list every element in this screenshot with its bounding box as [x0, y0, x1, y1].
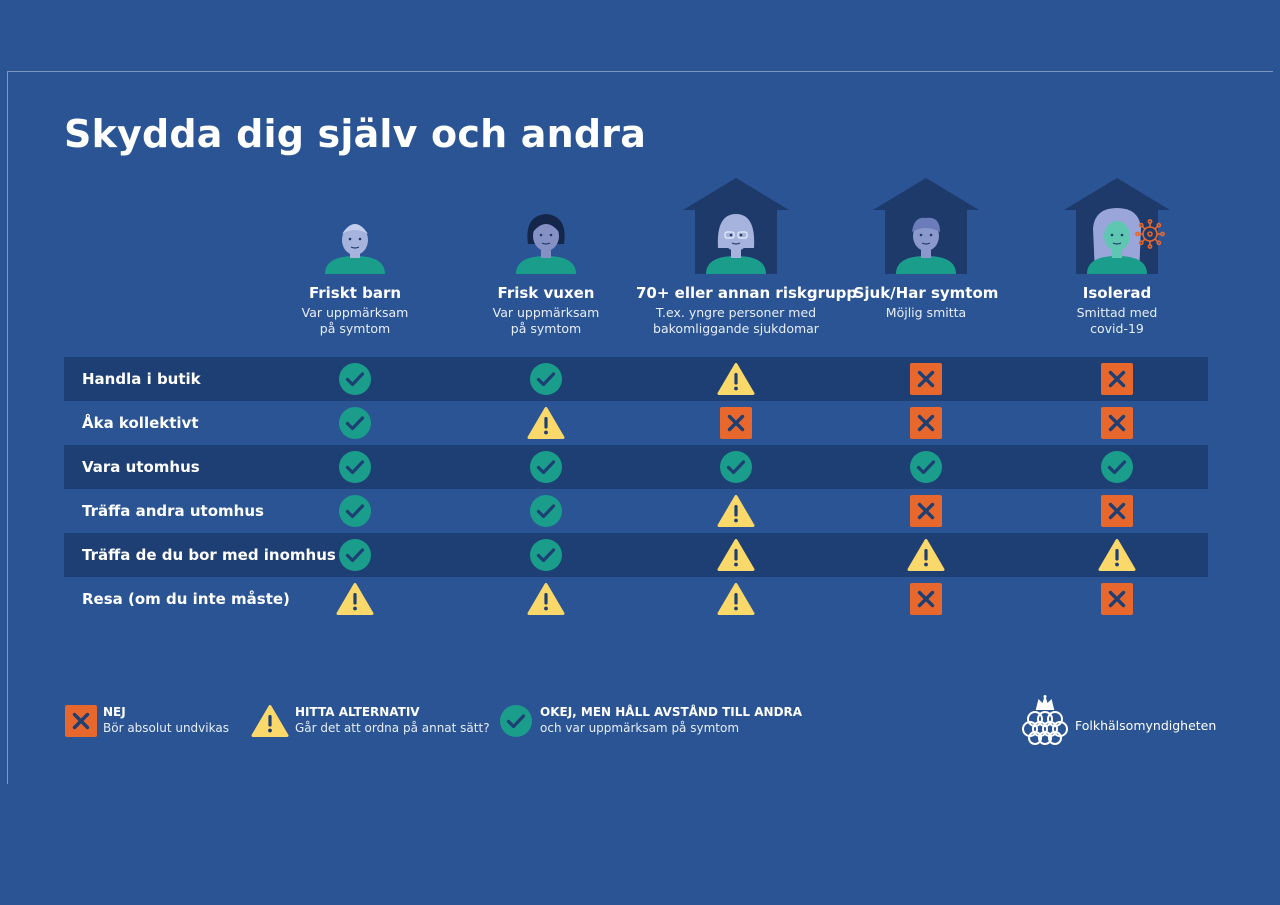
check-circle-icon [338, 494, 372, 528]
warning-triangle-icon [527, 406, 565, 440]
table-row: Träffa andra utomhus [64, 489, 1208, 533]
sick-figure-icon [826, 170, 1026, 274]
frame-left-line [7, 71, 8, 784]
warning-triangle-icon [527, 582, 565, 616]
check-circle-icon [529, 450, 563, 484]
x-square-icon [909, 362, 943, 396]
x-square-icon [1100, 494, 1134, 528]
row-label: Träffa andra utomhus [82, 502, 264, 520]
legend-warn-title: HITTA ALTERNATIV [295, 705, 420, 719]
column-title: Frisk vuxen [497, 284, 595, 302]
warning-triangle-icon [717, 538, 755, 572]
row-label: Träffa de du bor med inomhus [82, 546, 336, 564]
legend-ok-title: OKEJ, MEN HÅLL AVSTÅND TILL ANDRA [540, 705, 803, 719]
check-circle-icon [338, 362, 372, 396]
warning-triangle-icon [717, 362, 755, 396]
x-square-icon [909, 406, 943, 440]
frame-top-line [7, 71, 1273, 72]
check-circle-icon [338, 406, 372, 440]
x-square-icon [64, 704, 98, 742]
column-header: Isolerad Smittad med covid-19 [1017, 170, 1217, 337]
legend-no-title: NEJ [103, 705, 126, 719]
check-circle-icon [719, 450, 753, 484]
table-row: Åka kollektivt [64, 401, 1208, 445]
legend-ok-text: och var uppmärksam på symtom [540, 721, 740, 735]
check-circle-icon [1100, 450, 1134, 484]
warning-triangle-icon [251, 704, 289, 742]
column-title: 70+ eller annan riskgrupp [636, 284, 858, 302]
row-label: Resa (om du inte måste) [82, 590, 290, 608]
check-circle-icon [529, 494, 563, 528]
column-subtitle: Smittad med covid-19 [1076, 305, 1158, 336]
check-circle-icon [338, 538, 372, 572]
check-circle-icon [338, 450, 372, 484]
legend-warn-text: Går det att ordna på annat sätt? [295, 721, 490, 735]
column-header: Friskt barn Var uppmärksam på symtom [255, 170, 455, 337]
x-square-icon [909, 494, 943, 528]
legend-no-text: Bör absolut undvikas [103, 721, 229, 735]
column-header: Frisk vuxen Var uppmärksam på symtom [446, 170, 646, 337]
warning-triangle-icon [907, 538, 945, 572]
warning-triangle-icon [717, 494, 755, 528]
x-square-icon [719, 406, 753, 440]
warning-triangle-icon [336, 582, 374, 616]
column-subtitle: Var uppmärksam på symtom [301, 305, 409, 336]
x-square-icon [1100, 406, 1134, 440]
row-label: Åka kollektivt [82, 414, 199, 432]
warning-triangle-icon [1098, 538, 1136, 572]
folkhalsomyndigheten-logo-icon [1021, 694, 1069, 751]
page-title: Skydda dig själv och andra [64, 112, 647, 156]
check-circle-icon [499, 704, 533, 742]
row-label: Handla i butik [82, 370, 201, 388]
column-header: 70+ eller annan riskgrupp T.ex. yngre per… [636, 170, 858, 337]
column-subtitle: T.ex. yngre personer med bakomliggande s… [653, 305, 819, 336]
isolated-figure-icon [1017, 170, 1217, 274]
column-header: Sjuk/Har symtom Möjlig smitta [826, 170, 1026, 321]
column-subtitle: Var uppmärksam på symtom [492, 305, 600, 336]
column-title: Sjuk/Har symtom [853, 284, 999, 302]
adult-figure-icon [446, 170, 646, 274]
column-title: Friskt barn [308, 284, 402, 302]
x-square-icon [1100, 362, 1134, 396]
check-circle-icon [909, 450, 943, 484]
x-square-icon [1100, 582, 1134, 616]
child-figure-icon [255, 170, 455, 274]
logo-text: Folkhälsomyndigheten [1075, 718, 1217, 733]
elderly-figure-icon [636, 170, 836, 274]
x-square-icon [909, 582, 943, 616]
column-title: Isolerad [1082, 284, 1152, 302]
check-circle-icon [529, 538, 563, 572]
row-label: Vara utomhus [82, 458, 200, 476]
table-row: Handla i butik [64, 357, 1208, 401]
column-subtitle: Möjlig smitta [885, 305, 967, 320]
check-circle-icon [529, 362, 563, 396]
warning-triangle-icon [717, 582, 755, 616]
table-row: Vara utomhus [64, 445, 1208, 489]
table-row: Träffa de du bor med inomhus [64, 533, 1208, 577]
table-row: Resa (om du inte måste) [64, 577, 1208, 621]
